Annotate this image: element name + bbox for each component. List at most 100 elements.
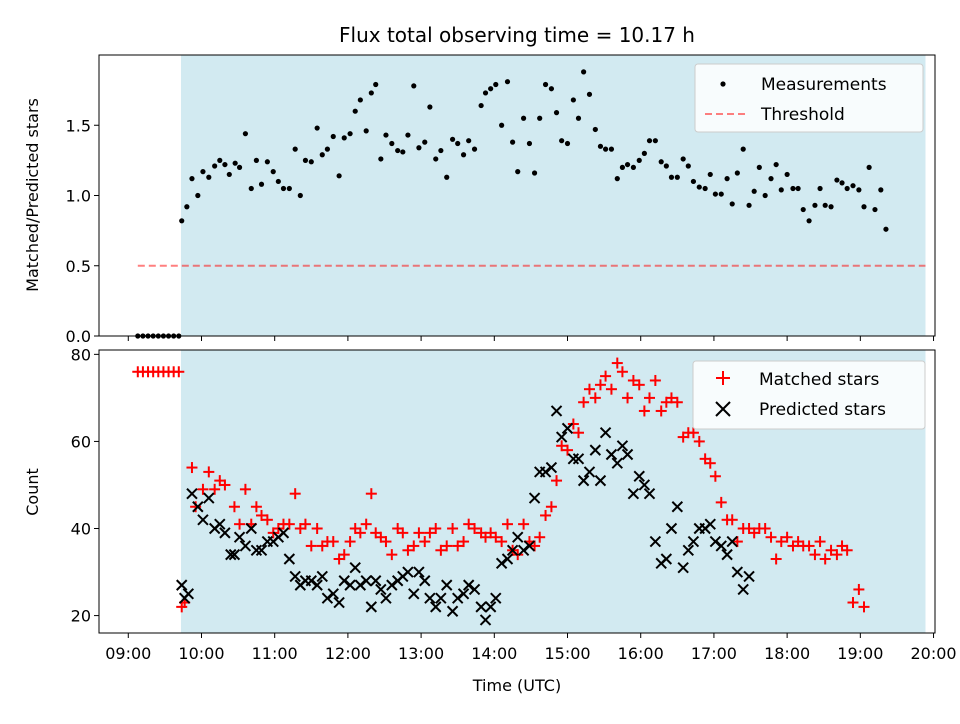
predicted-star-point xyxy=(517,544,530,556)
predicted-star-point xyxy=(490,592,502,604)
measurement-point xyxy=(499,122,505,128)
measurement-point xyxy=(746,202,752,208)
matched-star-point xyxy=(529,540,541,552)
matched-star-point xyxy=(419,536,431,548)
matched-star-point xyxy=(665,392,677,404)
measurement-point xyxy=(352,108,358,114)
matched-legend-marker xyxy=(716,371,730,385)
measurement-point xyxy=(482,90,489,96)
predicted-star-point xyxy=(305,575,318,587)
measurement-point xyxy=(520,115,527,121)
predicted-star-point xyxy=(327,588,339,600)
measurement-point xyxy=(222,161,228,168)
matched-star-point xyxy=(435,544,447,556)
measurement-point xyxy=(493,81,499,88)
measurement-point xyxy=(740,146,746,152)
predicted-star-point xyxy=(605,448,618,461)
bottom-ytick-label: 80 xyxy=(71,345,91,364)
measurement-point xyxy=(641,150,647,156)
measurement-point xyxy=(768,176,774,182)
matched-star-point xyxy=(305,540,317,552)
matched-star-point xyxy=(644,392,656,404)
measurement-point xyxy=(275,178,281,185)
matched-star-point xyxy=(709,470,721,482)
matched-star-point xyxy=(430,523,442,535)
bottom-xtick-label: 14:00 xyxy=(471,644,517,663)
predicted-star-point xyxy=(446,605,459,617)
predicted-star-point xyxy=(419,575,431,587)
predicted-star-point xyxy=(589,444,602,456)
predicted-star-point xyxy=(484,601,497,613)
measurement-point xyxy=(718,191,724,197)
measurement-point xyxy=(531,170,538,176)
predicted-star-point xyxy=(572,453,585,465)
matched-star-point xyxy=(256,509,268,521)
measurement-point xyxy=(751,188,757,194)
matched-star-point xyxy=(775,536,787,548)
top-ytick-label: 1.0 xyxy=(66,187,91,206)
matched-star-point xyxy=(853,583,865,595)
predicted-star-point xyxy=(182,588,195,600)
measurement-point xyxy=(438,147,444,154)
matched-star-point xyxy=(402,544,414,556)
measurement-point xyxy=(707,171,713,178)
measurement-point xyxy=(253,157,259,163)
matched-star-point xyxy=(190,501,202,513)
measurement-point xyxy=(526,140,533,147)
predicted-star-point xyxy=(386,579,398,591)
measurement-point xyxy=(373,81,379,88)
predicted-star-point xyxy=(402,566,414,578)
measurement-point xyxy=(668,174,675,180)
matched-star-point xyxy=(534,531,546,543)
measurement-point xyxy=(357,97,363,103)
bottom-panel: 20 40 60 80 09:00 10:00 11:00 12:00 13:00 14:00 1… xyxy=(23,345,957,695)
matched-star-point xyxy=(250,501,262,513)
matched-star-point xyxy=(704,457,716,469)
measurements-legend-marker xyxy=(720,81,726,87)
predicted-star-point xyxy=(512,531,524,543)
measurement-point xyxy=(795,185,801,192)
matched-star-point xyxy=(633,379,645,391)
bottom-xtick-label: 11:00 xyxy=(252,644,298,663)
top-ytick-label: 1.5 xyxy=(66,116,91,135)
measurement-point xyxy=(696,184,702,190)
matched-star-point xyxy=(311,523,323,535)
measurement-point xyxy=(564,140,571,147)
measurement-point xyxy=(619,164,626,170)
measurement-point xyxy=(872,206,878,213)
measurement-point xyxy=(790,185,796,192)
predicted-star-point xyxy=(360,575,372,587)
measurement-point xyxy=(542,81,549,88)
measurement-point xyxy=(324,146,330,152)
predicted-star-point xyxy=(441,579,453,591)
predicted-star-point xyxy=(408,588,420,600)
matched-star-point xyxy=(594,379,606,391)
predicted-star-point xyxy=(665,522,678,535)
matched-star-point xyxy=(209,483,221,495)
measurement-point xyxy=(636,157,642,163)
bottom-xtick-label: 19:00 xyxy=(837,644,883,663)
predicted-star-point xyxy=(523,540,536,552)
matched-star-point xyxy=(490,531,502,543)
measurement-point xyxy=(690,178,697,185)
measurement-point xyxy=(784,171,790,178)
matched-star-point xyxy=(627,374,639,386)
matched-star-point xyxy=(327,536,339,548)
matched-star-point xyxy=(380,536,392,548)
matched-star-point xyxy=(360,518,372,530)
matched-star-point xyxy=(600,370,612,382)
top-ylabel: Matched/Predicted stars xyxy=(23,98,42,292)
predicted-star-point xyxy=(671,501,684,513)
measurement-point xyxy=(614,176,620,182)
predicted-star-point xyxy=(380,592,392,604)
predicted-star-point xyxy=(430,601,442,613)
matched-star-point xyxy=(386,549,398,561)
matched-star-point xyxy=(408,540,420,552)
measurement-point xyxy=(844,185,850,192)
predicted-star-point xyxy=(715,540,727,552)
measurement-point xyxy=(248,185,254,192)
measurement-point xyxy=(586,91,593,97)
matched-star-point xyxy=(759,523,771,535)
predicted-star-point xyxy=(197,514,209,526)
measurement-point xyxy=(270,169,276,175)
